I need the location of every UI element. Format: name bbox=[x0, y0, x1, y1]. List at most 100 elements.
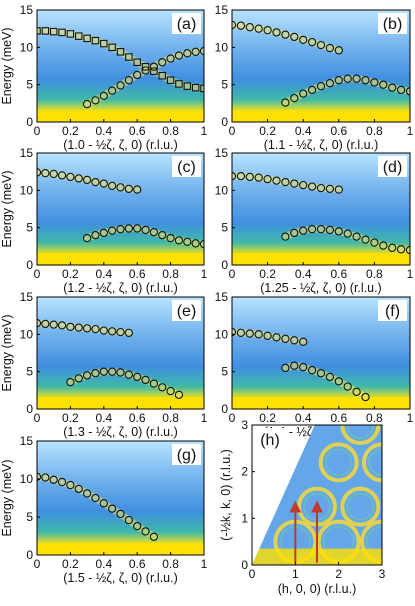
data-point bbox=[166, 233, 175, 243]
data-point bbox=[91, 369, 100, 378]
data-point bbox=[116, 183, 125, 192]
data-point bbox=[316, 82, 326, 91]
dispersion-glow bbox=[232, 328, 307, 346]
data-point bbox=[158, 71, 167, 80]
data-point bbox=[254, 24, 263, 33]
x-tick-label: 0.6 bbox=[129, 557, 146, 571]
y-tick-label: 5 bbox=[26, 365, 33, 379]
y-tick-label: 5 bbox=[26, 221, 33, 235]
data-point bbox=[299, 35, 308, 45]
data-point bbox=[281, 363, 290, 373]
y-tick-label: 15 bbox=[215, 146, 229, 160]
data-point bbox=[334, 377, 343, 386]
y-tick-label: 5 bbox=[221, 78, 228, 92]
data-point bbox=[254, 330, 263, 339]
x-tick-label: 2 bbox=[335, 567, 342, 581]
data-point bbox=[75, 32, 83, 40]
y-tick-label: 0 bbox=[26, 115, 33, 129]
dispersion-glow bbox=[83, 224, 204, 248]
x-tick-label: 1 bbox=[407, 124, 414, 138]
dispersion-glow bbox=[232, 21, 343, 54]
x-tick-label: 0.8 bbox=[366, 124, 383, 138]
data-point bbox=[66, 377, 75, 387]
panel-label: (e) bbox=[177, 303, 197, 320]
data-point bbox=[183, 49, 192, 58]
data-point bbox=[66, 172, 75, 182]
x-tick-label: 1 bbox=[201, 557, 208, 571]
data-point bbox=[361, 392, 370, 402]
y-tick-label: 0 bbox=[26, 258, 33, 272]
x-tick-label: 0.8 bbox=[366, 267, 383, 281]
data-point bbox=[334, 46, 343, 55]
y-axis-label: (-½k, k, 0) (r.l.u.) bbox=[219, 449, 233, 541]
panel-label: (c) bbox=[177, 159, 196, 176]
data-point bbox=[290, 228, 299, 238]
data-point bbox=[116, 368, 125, 377]
data-point bbox=[99, 91, 108, 101]
data-point bbox=[125, 53, 133, 61]
x-tick-label: 0.4 bbox=[95, 557, 112, 571]
elastic-band bbox=[37, 542, 204, 555]
y-axis-label: Energy (meV) bbox=[0, 170, 14, 247]
panel-label: (g) bbox=[177, 447, 197, 464]
elastic-band bbox=[37, 397, 204, 409]
x-tick-label: 1 bbox=[292, 567, 299, 581]
y-tick-label: 5 bbox=[221, 221, 228, 235]
data-point bbox=[82, 99, 92, 109]
data-point bbox=[290, 32, 299, 42]
x-tick-label: 0.4 bbox=[95, 124, 112, 138]
data-point bbox=[379, 80, 388, 89]
data-point bbox=[290, 336, 299, 345]
data-point bbox=[307, 37, 317, 47]
data-point bbox=[254, 173, 263, 182]
panel-label-box bbox=[378, 13, 407, 34]
data-point bbox=[74, 323, 83, 332]
data-point bbox=[116, 327, 125, 337]
y-tick-label: 0 bbox=[26, 548, 33, 562]
data-point bbox=[57, 171, 67, 180]
data-point bbox=[99, 367, 108, 376]
y-tick-label: 10 bbox=[20, 183, 34, 197]
data-point bbox=[290, 179, 299, 188]
y-tick-label: 2 bbox=[241, 465, 248, 479]
scattering-ring-inner bbox=[346, 492, 375, 521]
data-point bbox=[124, 328, 134, 337]
x-tick-label: 0 bbox=[34, 557, 41, 571]
x-axis-label: (1.25 - ½ζ, ζ, 0) (r.l.u.) bbox=[260, 281, 381, 295]
data-point bbox=[116, 509, 125, 519]
elastic-band bbox=[232, 253, 410, 265]
data-point bbox=[133, 58, 141, 67]
data-point bbox=[41, 473, 50, 482]
data-point bbox=[343, 74, 352, 83]
dispersion-glow bbox=[37, 319, 133, 337]
data-point bbox=[99, 326, 108, 335]
y-tick-label: 15 bbox=[20, 290, 34, 304]
panel-label-box bbox=[172, 13, 201, 34]
data-point bbox=[108, 367, 117, 376]
x-tick-label: 0.8 bbox=[162, 124, 179, 138]
data-point bbox=[316, 183, 326, 193]
data-point bbox=[83, 34, 91, 43]
y-tick-label: 15 bbox=[215, 3, 229, 17]
data-point bbox=[388, 83, 397, 92]
y-tick-label: 10 bbox=[20, 327, 34, 341]
panel-label-box bbox=[378, 300, 407, 321]
x-tick-label: 0 bbox=[34, 124, 41, 138]
scattering-ring bbox=[340, 486, 381, 527]
data-point bbox=[290, 361, 299, 370]
y-tick-label: 10 bbox=[215, 327, 229, 341]
elastic-band bbox=[37, 253, 204, 265]
x-tick-label: 0 bbox=[229, 267, 236, 281]
data-point bbox=[133, 372, 142, 382]
data-point bbox=[183, 82, 192, 90]
data-point bbox=[141, 62, 150, 71]
x-tick-label: 0.4 bbox=[295, 267, 312, 281]
data-point bbox=[158, 58, 167, 67]
y-tick-label: 0 bbox=[221, 115, 228, 129]
data-point bbox=[325, 79, 335, 88]
axes-frame bbox=[251, 424, 383, 566]
data-point bbox=[99, 228, 108, 238]
data-point bbox=[325, 372, 335, 382]
x-tick-label: 0 bbox=[34, 411, 41, 425]
data-point bbox=[232, 20, 237, 30]
